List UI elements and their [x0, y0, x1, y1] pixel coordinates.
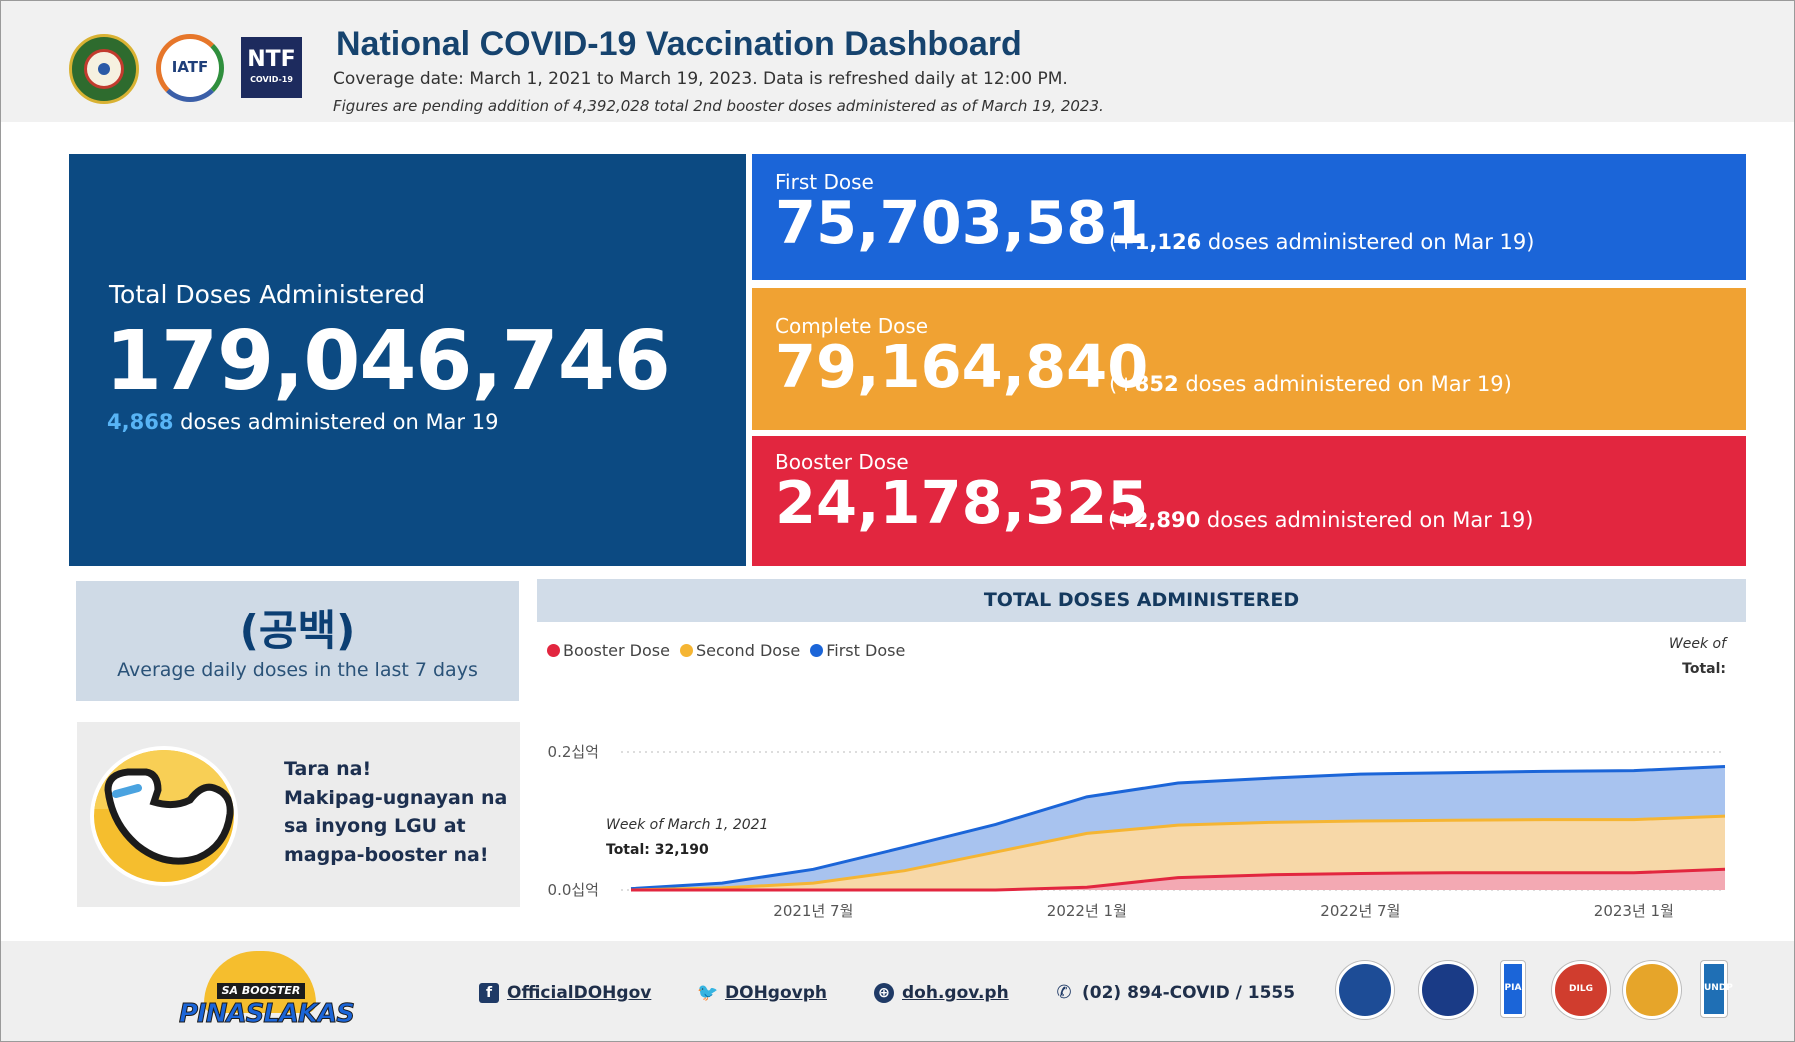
booster-promo: Tara na! Makipag-ugnayan na sa inyong LG…	[77, 722, 520, 907]
legend-dot	[547, 644, 560, 657]
twitter-link[interactable]: 🐦 DOHgovph	[697, 983, 827, 1003]
booster-dose-note: doses administered on Mar 19)	[1206, 508, 1534, 532]
chart-legend: Booster Dose Second Dose First Dose	[547, 641, 905, 660]
neda-seal-icon	[1623, 961, 1681, 1019]
page-title: National COVID-19 Vaccination Dashboard	[336, 25, 1022, 63]
legend-first[interactable]: First Dose	[810, 641, 905, 660]
phone-link[interactable]: ✆ (02) 894-COVID / 1555	[1054, 982, 1296, 1004]
first-dose-paren: (+	[1109, 230, 1135, 254]
website-link[interactable]: ⊕ doh.gov.ph	[874, 983, 1009, 1003]
legend-second-label: Second Dose	[695, 641, 801, 660]
complete-dose-label: Complete Dose	[775, 314, 929, 338]
total-daily-value: 4,868	[107, 410, 174, 434]
average-daily-label: Average daily doses in the last 7 days	[117, 659, 478, 681]
dilg-seal-text: DILG	[1569, 983, 1593, 994]
globe-icon: ⊕	[874, 983, 894, 1003]
x-tick-label: 2022년 1월	[1047, 902, 1127, 920]
total-daily-text: doses administered on Mar 19	[180, 410, 499, 434]
phone-icon: ✆	[1056, 982, 1072, 1003]
complete-dose-paren: (+	[1109, 372, 1135, 396]
x-tick-label: 2023년 1월	[1594, 902, 1674, 920]
undp-seal-text: UNDP	[1704, 983, 1733, 993]
booster-dose-paren: (+	[1108, 508, 1134, 532]
hover-total-label: Total:	[1682, 661, 1726, 677]
complete-dose-card: Complete Dose 79,164,840 (+852 doses adm…	[752, 288, 1746, 430]
doh-logo	[69, 34, 139, 104]
pinaslakas-tag: SA BOOSTER	[217, 983, 305, 999]
website-text: doh.gov.ph	[902, 983, 1009, 1003]
complete-dose-note: doses administered on Mar 19)	[1185, 372, 1512, 396]
booster-dose-label: Booster Dose	[775, 450, 909, 474]
first-dose-increase: (+1,126 doses administered on Mar 19)	[1109, 230, 1534, 254]
promo-line-2: Makipag-ugnayan na	[284, 786, 508, 809]
iatf-logo-text: IATF	[171, 58, 209, 76]
first-dose-value: 75,703,581	[775, 188, 1149, 257]
pinaslakas-logo: SA BOOSTER PINASLAKAS	[179, 947, 356, 1034]
flexed-arm-icon	[90, 746, 238, 886]
dilg-seal-icon: DILG	[1552, 961, 1610, 1019]
coverage-date: Coverage date: March 1, 2021 to March 19…	[333, 69, 1068, 89]
chart-header: TOTAL DOSES ADMINISTERED	[537, 579, 1746, 622]
booster-dose-inc: 2,890	[1133, 508, 1201, 532]
promo-line-3: sa inyong LGU at	[284, 815, 466, 837]
legend-dot	[679, 644, 693, 657]
twitter-text: DOHgovph	[725, 983, 827, 1003]
doses-area-chart[interactable]: 0.0십억 0.2십억 2021년 7월 2022년 1월 2022년 7월 2023년 …	[537, 720, 1746, 925]
facebook-link[interactable]: f OfficialDOHgov	[479, 983, 651, 1003]
pco-seal-icon	[1336, 961, 1394, 1019]
arm-shape	[104, 768, 234, 865]
first-dose-card: First Dose 75,703,581 (+1,126 doses admi…	[752, 154, 1746, 280]
hover-week-label: Week of	[1668, 636, 1726, 652]
legend-second[interactable]: Second Dose	[679, 641, 801, 660]
first-dose-label: First Dose	[775, 170, 874, 194]
pinaslakas-word: PINASLAKAS	[179, 999, 356, 1030]
y-tick-label: 0.2십억	[548, 743, 599, 761]
total-doses-label: Total Doses Administered	[109, 280, 426, 309]
average-daily-value: (공백)	[239, 606, 356, 655]
legend-first-label: First Dose	[826, 641, 906, 660]
complete-dose-inc: 852	[1134, 372, 1179, 396]
promo-text: Tara na! Makipag-ugnayan na sa inyong LG…	[284, 755, 507, 869]
ntf-logo: NTF COVID-19	[241, 37, 302, 98]
area-booster-dose	[631, 869, 1725, 890]
y-tick-label: 0.0십억	[548, 881, 599, 899]
twitter-icon: 🐦	[697, 983, 719, 1003]
x-tick-label: 2021년 7월	[773, 902, 853, 920]
legend-booster[interactable]: Booster Dose	[547, 641, 670, 660]
footer: SA BOOSTER PINASLAKAS f OfficialDOHgov 🐦…	[1, 941, 1794, 1041]
complete-dose-value: 79,164,840	[775, 332, 1149, 401]
total-daily-doses: 4,868 doses administered on Mar 19	[107, 410, 498, 434]
first-dose-inc: 1,126	[1134, 230, 1202, 254]
promo-line-4: magpa-booster na!	[284, 843, 489, 866]
x-tick-label: 2022년 7월	[1320, 902, 1400, 920]
booster-dose-value: 24,178,325	[775, 468, 1149, 537]
tooltip-week: Week of March 1, 2021	[606, 817, 769, 833]
facebook-icon: f	[479, 983, 499, 1003]
header: IATF NTF COVID-19 National COVID-19 Vacc…	[1, 1, 1794, 122]
total-doses-card: Total Doses Administered 179,046,746 4,8…	[69, 154, 746, 566]
ntf-logo-text: NTF	[247, 47, 296, 72]
promo-line-1: Tara na!	[284, 758, 372, 780]
pia-seal-text: PIA	[1504, 983, 1522, 993]
average-daily-box: (공백) Average daily doses in the last 7 d…	[76, 581, 519, 701]
booster-dose-increase: (+2,890 doses administered on Mar 19)	[1108, 508, 1533, 532]
booster-dose-card: Booster Dose 24,178,325 (+2,890 doses ad…	[752, 436, 1746, 566]
phone-text: (02) 894-COVID / 1555	[1082, 983, 1296, 1003]
first-dose-note: doses administered on Mar 19)	[1207, 230, 1535, 254]
undp-seal-icon: UNDP	[1701, 961, 1733, 1017]
legend-booster-label: Booster Dose	[563, 641, 670, 660]
opsp-seal-icon	[1419, 961, 1477, 1019]
complete-dose-increase: (+852 doses administered on Mar 19)	[1109, 372, 1512, 396]
pia-seal-icon: PIA	[1501, 961, 1525, 1017]
facebook-text: OfficialDOHgov	[507, 983, 652, 1003]
tooltip-total: Total: 32,190	[606, 842, 709, 858]
legend-dot	[810, 644, 824, 657]
iatf-logo: IATF	[156, 34, 224, 102]
ntf-logo-subtext: COVID-19	[250, 75, 293, 84]
total-doses-value: 179,046,746	[105, 314, 671, 409]
pending-note: Figures are pending addition of 4,392,02…	[333, 97, 1104, 115]
